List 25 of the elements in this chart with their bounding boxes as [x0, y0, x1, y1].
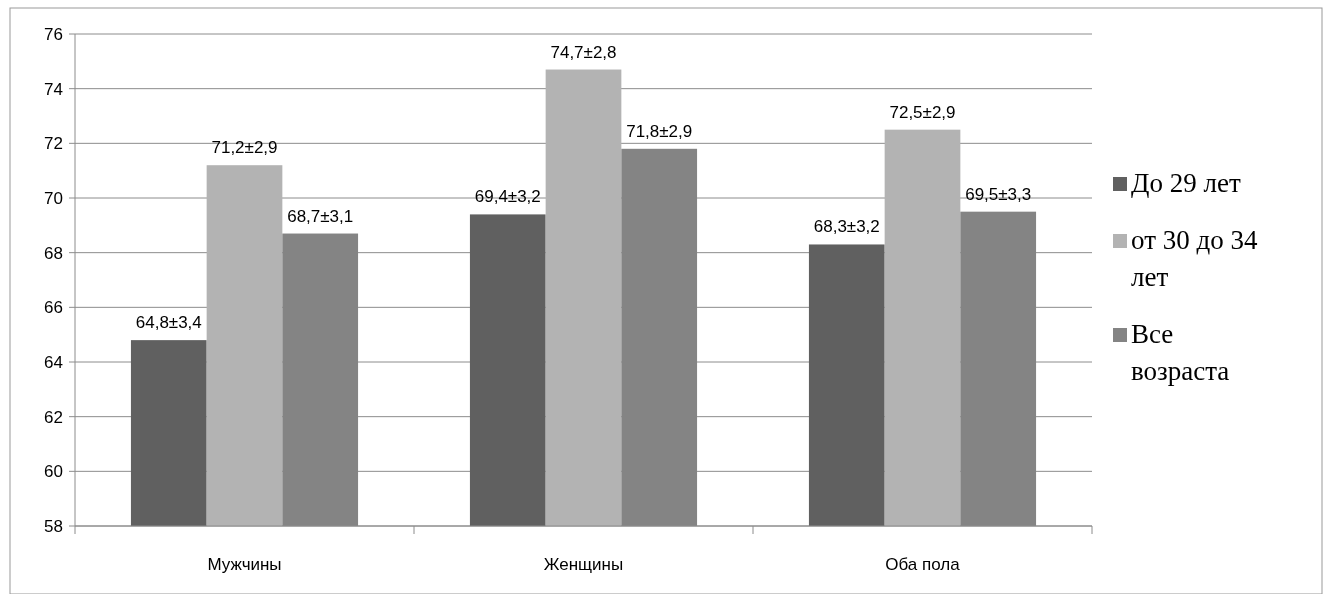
data-label: 69,4±3,2 [474, 187, 541, 207]
y-tick-label: 60 [44, 462, 63, 482]
x-tick-label: Мужчины [207, 555, 282, 574]
y-tick-label: 66 [44, 298, 63, 318]
y-tick-label: 68 [44, 243, 63, 263]
y-tick-label: 64 [44, 352, 63, 372]
y-tick-label: 74 [44, 79, 63, 99]
y-tick-label: 70 [44, 188, 63, 208]
data-label: 72,5±2,9 [889, 102, 956, 122]
data-label: 64,8±3,4 [135, 313, 202, 333]
y-tick-label: 76 [44, 24, 63, 44]
x-tick-label: Женщины [543, 555, 624, 574]
y-tick-label: 72 [44, 134, 63, 154]
data-label: 68,3±3,2 [813, 217, 880, 237]
legend-label: До 29 лет [1131, 168, 1241, 198]
data-label: 71,2±2,9 [211, 138, 278, 158]
data-label: 74,7±2,8 [550, 42, 617, 62]
data-label: 71,8±2,9 [626, 121, 693, 141]
y-tick-label: 58 [44, 516, 63, 536]
data-label: 68,7±3,1 [287, 206, 354, 226]
legend-label: от 30 до 34 лет [1131, 225, 1258, 292]
x-tick-label: Оба пола [885, 555, 961, 574]
data-label: 69,5±3,3 [965, 184, 1032, 204]
legend-label: Все возраста [1131, 319, 1230, 386]
y-tick-label: 62 [44, 407, 63, 427]
